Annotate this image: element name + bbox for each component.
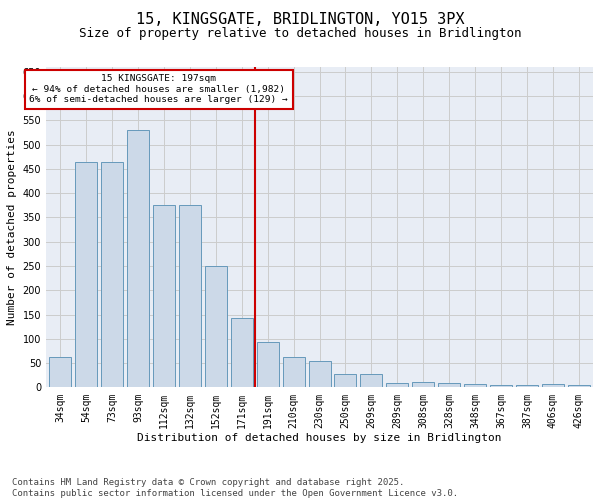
Bar <box>231 318 253 388</box>
Bar <box>490 385 512 388</box>
Bar <box>257 342 278 388</box>
Bar <box>308 360 331 388</box>
Bar <box>334 374 356 388</box>
Bar <box>283 358 305 388</box>
Text: 15, KINGSGATE, BRIDLINGTON, YO15 3PX: 15, KINGSGATE, BRIDLINGTON, YO15 3PX <box>136 12 464 28</box>
Bar <box>127 130 149 388</box>
X-axis label: Distribution of detached houses by size in Bridlington: Distribution of detached houses by size … <box>137 433 502 443</box>
Bar <box>568 386 590 388</box>
Bar <box>153 206 175 388</box>
Bar <box>542 384 564 388</box>
Bar <box>464 384 486 388</box>
Bar <box>438 382 460 388</box>
Bar <box>205 266 227 388</box>
Bar <box>101 162 123 388</box>
Text: Size of property relative to detached houses in Bridlington: Size of property relative to detached ho… <box>79 28 521 40</box>
Text: 15 KINGSGATE: 197sqm
← 94% of detached houses are smaller (1,982)
6% of semi-det: 15 KINGSGATE: 197sqm ← 94% of detached h… <box>29 74 288 104</box>
Bar <box>49 358 71 388</box>
Bar <box>412 382 434 388</box>
Bar <box>179 206 201 388</box>
Bar <box>75 162 97 388</box>
Bar <box>361 374 382 388</box>
Y-axis label: Number of detached properties: Number of detached properties <box>7 130 17 325</box>
Text: Contains HM Land Registry data © Crown copyright and database right 2025.
Contai: Contains HM Land Registry data © Crown c… <box>12 478 458 498</box>
Bar <box>386 382 409 388</box>
Bar <box>516 385 538 388</box>
